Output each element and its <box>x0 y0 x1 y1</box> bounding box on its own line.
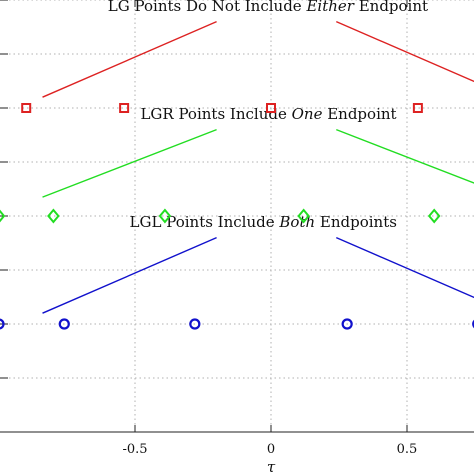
markers-layer <box>0 103 474 330</box>
lg-point-marker <box>266 103 276 113</box>
annotations-layer: LG Points Do Not Include Either Endpoint… <box>42 0 474 314</box>
axes-layer: -0.5 0 0.5 <box>0 0 474 457</box>
annotation-line-right <box>336 128 474 184</box>
lgr-point-marker <box>427 208 441 224</box>
lg-point-marker <box>119 103 130 113</box>
x-tick-label: -0.5 <box>122 442 147 457</box>
grid-layer <box>0 0 474 432</box>
lgr-point-marker <box>158 208 172 224</box>
lgl-point-marker <box>189 318 201 330</box>
lgl-point-marker <box>472 319 474 329</box>
x-axis-label: τ <box>267 458 276 474</box>
lgl-point-marker <box>0 318 5 330</box>
lg-point-marker <box>21 103 32 113</box>
x-tick-label: 0 <box>267 442 275 457</box>
annotation-line-right <box>336 20 474 83</box>
lgr-point-marker <box>297 208 310 224</box>
annotation-lgl: LGL Points Include Both Endpoints <box>130 213 397 231</box>
annotation-line-left <box>42 20 217 98</box>
lgl-point-marker <box>58 318 70 330</box>
lgr-point-marker <box>47 208 60 224</box>
annotation-lgr: LGR Points Include One Endpoint <box>140 105 396 123</box>
lgr-point-marker <box>0 209 6 223</box>
annotation-line-right <box>336 236 474 299</box>
annotation-line-left <box>42 236 217 314</box>
annotation-lg: LG Points Do Not Include Either Endpoint <box>108 0 428 15</box>
x-tick-label: 0.5 <box>397 442 418 457</box>
lgl-point-marker <box>341 318 353 330</box>
annotation-line-left <box>42 128 217 198</box>
lg-point-marker <box>412 103 423 113</box>
